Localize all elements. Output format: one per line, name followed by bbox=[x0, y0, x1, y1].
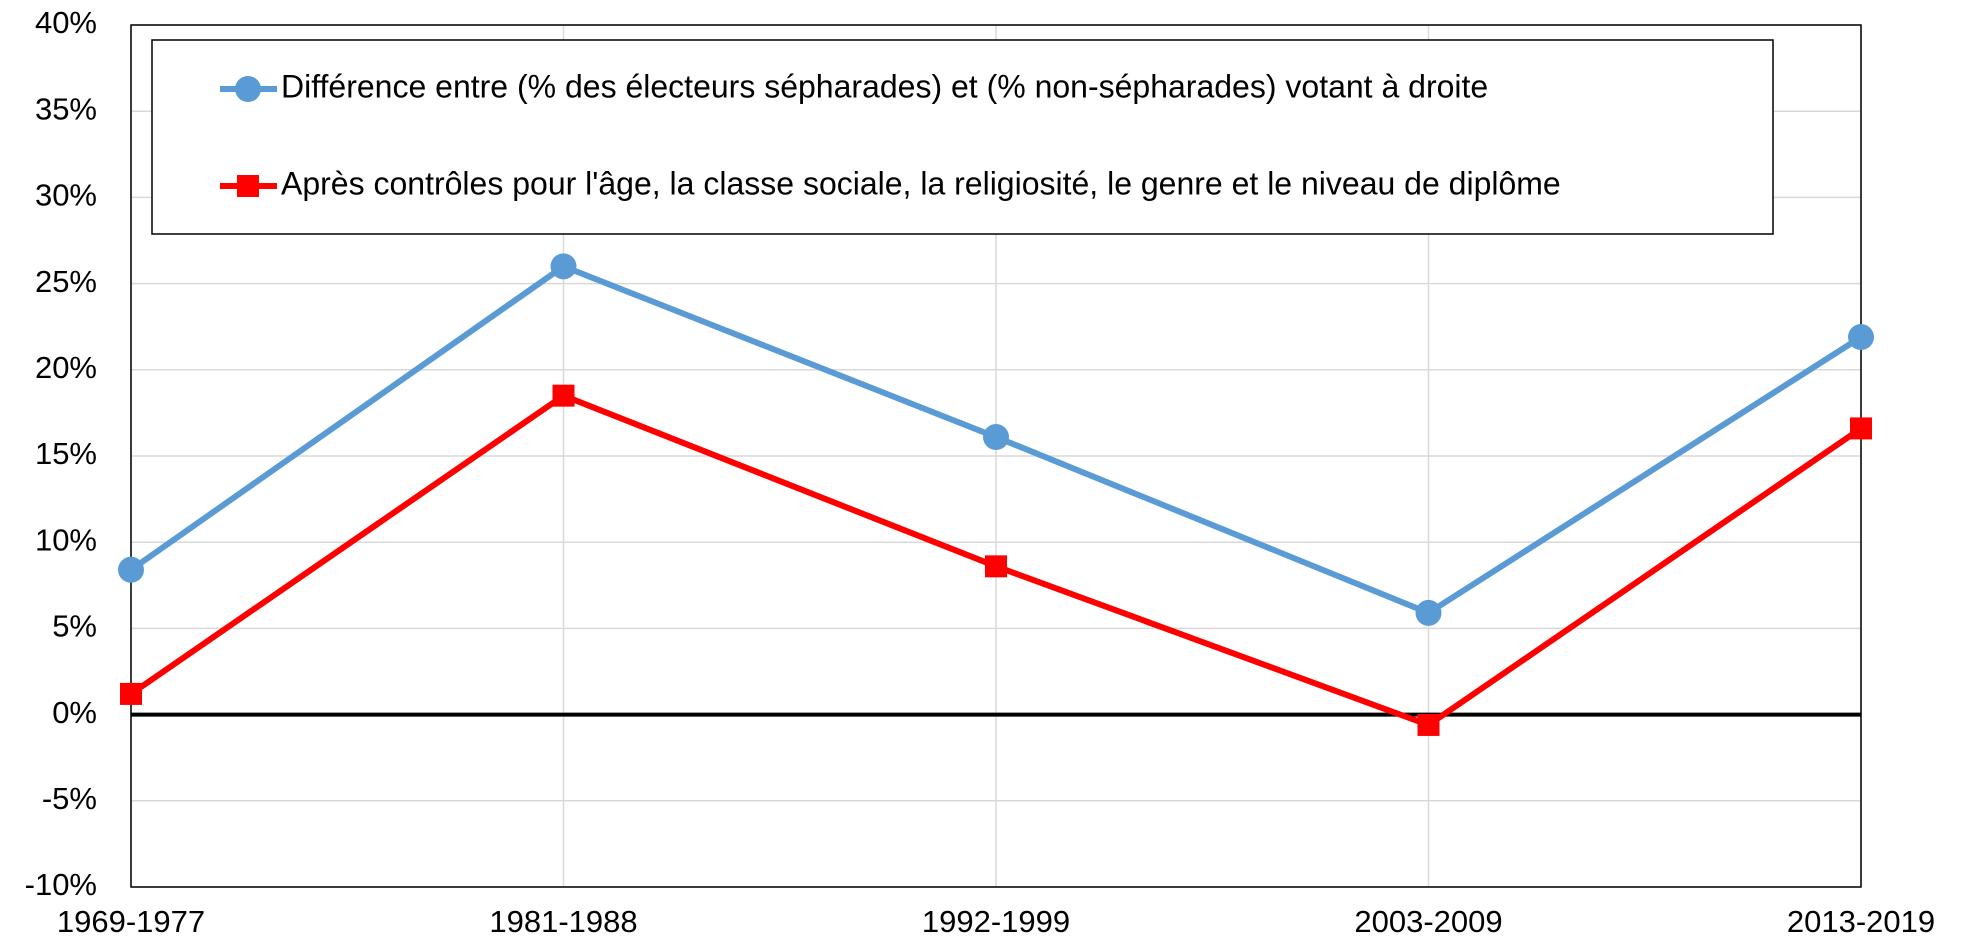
legend-label: Différence entre (% des électeurs séphar… bbox=[281, 68, 1488, 104]
y-tick-label: 25% bbox=[35, 264, 97, 299]
legend-marker bbox=[237, 175, 259, 197]
legend-box bbox=[151, 39, 1774, 235]
marker bbox=[983, 424, 1009, 451]
y-tick-label: 15% bbox=[35, 436, 97, 471]
y-tick-label: 0% bbox=[52, 695, 97, 730]
y-tick-label: -5% bbox=[42, 781, 97, 816]
marker bbox=[118, 556, 144, 583]
marker bbox=[1417, 713, 1440, 736]
y-tick-label: 20% bbox=[35, 350, 97, 385]
x-tick-label: 1969-1977 bbox=[57, 904, 205, 939]
y-tick-label: 30% bbox=[35, 178, 97, 213]
x-tick-label: 1981-1988 bbox=[489, 904, 637, 939]
marker bbox=[120, 682, 142, 705]
plot-border bbox=[130, 24, 1862, 888]
x-tick-label: 2003-2009 bbox=[1354, 904, 1502, 939]
y-tick-label: -10% bbox=[25, 867, 97, 902]
x-tick-label: 2013-2019 bbox=[1787, 904, 1935, 939]
marker bbox=[552, 384, 575, 407]
marker bbox=[1415, 599, 1442, 626]
marker bbox=[1850, 417, 1872, 440]
x-tick-label: 1992-1999 bbox=[922, 904, 1070, 939]
legend-marker bbox=[235, 76, 261, 102]
y-tick-label: 40% bbox=[35, 5, 97, 40]
y-tick-label: 35% bbox=[35, 91, 97, 126]
marker bbox=[985, 555, 1007, 578]
y-tick-label: 5% bbox=[52, 609, 97, 644]
marker bbox=[1848, 324, 1874, 351]
y-tick-label: 10% bbox=[35, 522, 97, 557]
marker bbox=[550, 253, 577, 280]
legend-label: Après contrôles pour l'âge, la classe so… bbox=[281, 165, 1561, 201]
